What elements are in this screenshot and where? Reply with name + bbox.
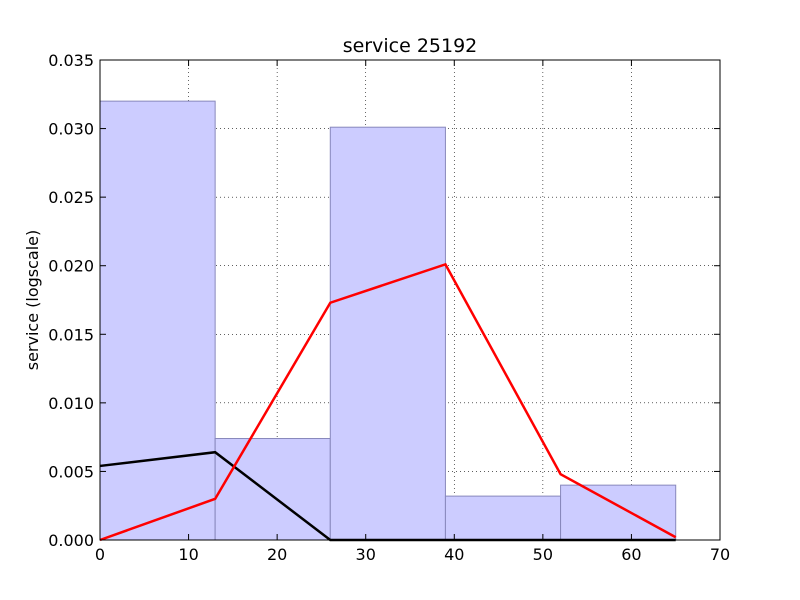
y-tick-label: 0.000 — [48, 531, 94, 550]
x-tick-label: 0 — [95, 545, 105, 564]
grid-lines — [100, 60, 720, 540]
histogram-bar — [214, 438, 331, 541]
y-tick-label: 0.035 — [48, 51, 94, 70]
x-tick-label: 50 — [533, 545, 553, 564]
x-tick-label: 70 — [710, 545, 730, 564]
y-axis-label: service (logscale) — [23, 230, 42, 371]
y-tick-label: 0.015 — [48, 325, 94, 344]
series-line-2 — [99, 262, 677, 542]
y-tick-labels: 0.000 0.005 0.010 0.015 0.020 0.025 0.030 0.035 — [48, 51, 94, 550]
x-tick-label: 60 — [621, 545, 641, 564]
histogram-bar — [560, 484, 677, 541]
x-tick-labels: 0 10 20 30 40 50 60 70 — [95, 545, 730, 564]
y-tick-label: 0.010 — [48, 394, 94, 413]
histogram-bars — [99, 100, 677, 541]
histogram-bar — [329, 126, 446, 541]
y-tick-label: 0.005 — [48, 462, 94, 481]
x-tick-label: 20 — [267, 545, 287, 564]
histogram-bar — [444, 495, 562, 541]
axis-ticks — [99, 59, 721, 541]
y-tick-label: 0.020 — [48, 257, 94, 276]
y-tick-label: 0.030 — [48, 120, 94, 139]
histogram-bar — [99, 100, 216, 541]
chart-title: service 25192 — [343, 35, 478, 57]
x-tick-label: 40 — [444, 545, 464, 564]
x-tick-label: 10 — [178, 545, 198, 564]
plot-frame — [99, 59, 721, 541]
y-tick-label: 0.025 — [48, 188, 94, 207]
x-tick-label: 30 — [356, 545, 376, 564]
